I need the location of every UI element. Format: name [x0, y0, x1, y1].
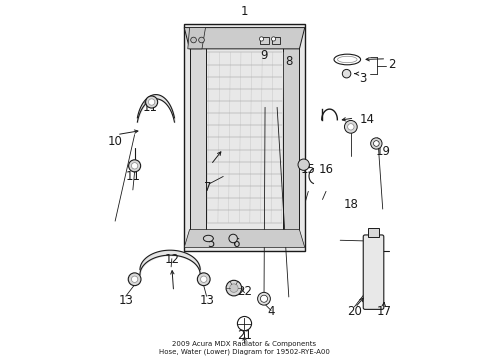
Circle shape: [257, 292, 270, 305]
Bar: [184, 24, 304, 251]
Text: 17: 17: [376, 305, 391, 318]
Text: 14: 14: [359, 113, 373, 126]
Circle shape: [131, 276, 138, 283]
Circle shape: [373, 141, 378, 146]
Text: 20: 20: [346, 305, 361, 318]
Polygon shape: [184, 230, 304, 247]
Circle shape: [370, 138, 381, 149]
Circle shape: [259, 37, 263, 41]
Circle shape: [148, 99, 155, 105]
Text: 15: 15: [300, 163, 315, 176]
Text: 7: 7: [203, 181, 211, 194]
Circle shape: [347, 123, 353, 130]
Text: 5: 5: [207, 237, 214, 250]
Circle shape: [131, 163, 138, 169]
Circle shape: [228, 234, 237, 243]
Text: 13: 13: [118, 294, 133, 307]
Text: 2: 2: [387, 58, 394, 71]
Text: 6: 6: [231, 237, 239, 250]
Text: 9: 9: [260, 49, 267, 62]
Circle shape: [225, 280, 241, 296]
Text: 2009 Acura MDX Radiator & Components
Hose, Water (Lower) Diagram for 19502-RYE-A: 2009 Acura MDX Radiator & Components Hos…: [159, 341, 329, 355]
Ellipse shape: [333, 54, 360, 65]
Circle shape: [200, 276, 206, 283]
Circle shape: [260, 295, 267, 302]
Circle shape: [237, 316, 251, 330]
Text: 1: 1: [240, 5, 248, 18]
Polygon shape: [187, 28, 205, 49]
Circle shape: [145, 96, 157, 108]
Circle shape: [342, 69, 350, 78]
Circle shape: [297, 159, 309, 170]
FancyBboxPatch shape: [363, 235, 383, 309]
Text: 10: 10: [107, 135, 122, 148]
Circle shape: [344, 121, 356, 133]
Text: 8: 8: [285, 55, 292, 68]
Text: 3: 3: [359, 72, 366, 85]
Circle shape: [198, 37, 204, 43]
Circle shape: [197, 273, 210, 285]
Circle shape: [128, 160, 141, 172]
Bar: [272, 37, 279, 44]
Text: 11: 11: [143, 101, 158, 114]
Bar: [189, 45, 205, 230]
Text: 21: 21: [237, 329, 251, 342]
Ellipse shape: [203, 235, 213, 242]
Polygon shape: [184, 28, 304, 49]
Circle shape: [128, 273, 141, 285]
Bar: [260, 37, 269, 44]
Circle shape: [229, 284, 238, 292]
Circle shape: [271, 37, 275, 41]
Text: 12: 12: [164, 253, 179, 266]
Text: 13: 13: [200, 294, 214, 307]
Bar: [283, 45, 299, 230]
Text: 18: 18: [343, 198, 358, 211]
Text: 22: 22: [237, 285, 251, 298]
Text: 4: 4: [267, 305, 274, 318]
Bar: [367, 228, 378, 237]
Text: 11: 11: [125, 170, 140, 183]
Text: 19: 19: [374, 145, 389, 158]
Circle shape: [190, 37, 196, 43]
Text: 16: 16: [318, 163, 333, 176]
